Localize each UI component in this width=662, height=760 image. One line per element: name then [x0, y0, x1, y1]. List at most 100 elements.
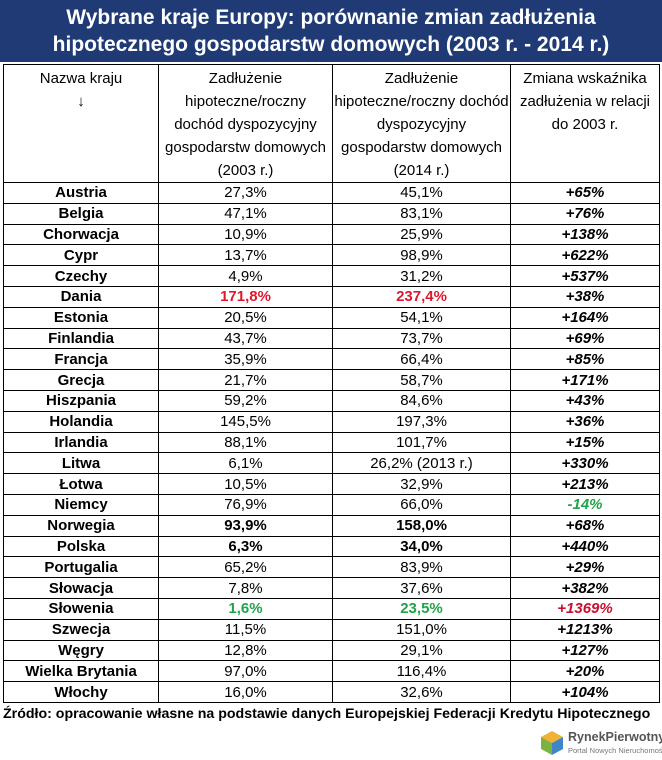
value-2014-cell: 83,1%	[332, 202, 511, 225]
change-cell: +85%	[510, 348, 660, 371]
table-row: Słowacja 7,8% 37,6% +382%	[3, 577, 660, 599]
table-header-row: Nazwa kraju ↓ Zadłużenie hipoteczne/rocz…	[3, 64, 660, 183]
value-2014-cell: 101,7%	[332, 431, 511, 454]
header-2014: Zadłużenie hipoteczne/roczny dochód dysp…	[332, 64, 511, 183]
country-cell: Irlandia	[3, 431, 159, 454]
change-cell: +213%	[510, 473, 660, 495]
value-2003-cell: 1,6%	[158, 597, 333, 620]
change-cell: +36%	[510, 410, 660, 433]
source-note: Źródło: opracowanie własne na podstawie …	[3, 706, 651, 722]
change-cell: +65%	[510, 182, 660, 204]
value-2003-cell: 27,3%	[158, 182, 333, 204]
table-row: Szwecja 11,5% 151,0% +1213%	[3, 618, 660, 641]
table-row: Cypr 13,7% 98,9% +622%	[3, 244, 660, 267]
value-2003-cell: 13,7%	[158, 244, 333, 267]
value-2014-cell: 32,9%	[332, 473, 511, 495]
value-2014-cell: 58,7%	[332, 369, 511, 391]
country-cell: Norwegia	[3, 514, 159, 537]
table-row: Chorwacja 10,9% 25,9% +138%	[3, 223, 660, 246]
country-cell: Cypr	[3, 244, 159, 267]
country-cell: Chorwacja	[3, 223, 159, 246]
table-row: Dania 171,8% 237,4% +38%	[3, 285, 660, 308]
value-2014-cell: 37,6%	[332, 577, 511, 599]
title-line-2: hipotecznego gospodarstw domowych (2003 …	[52, 33, 610, 56]
table-row: Włochy 16,0% 32,6% +104%	[3, 681, 660, 703]
change-cell: +127%	[510, 639, 660, 662]
change-cell: +1369%	[510, 597, 660, 620]
value-2014-cell: 237,4%	[332, 285, 511, 308]
change-cell: +29%	[510, 556, 660, 579]
table-row: Niemcy 76,9% 66,0% -14%	[3, 493, 660, 516]
value-2014-cell: 66,4%	[332, 348, 511, 371]
header-country-label: Nazwa kraju	[39, 70, 123, 87]
value-2003-cell: 47,1%	[158, 202, 333, 225]
change-cell: +330%	[510, 452, 660, 475]
value-2003-cell: 97,0%	[158, 660, 333, 683]
header-change: Zmiana wskaźnika zadłużenia w relacji do…	[510, 64, 660, 183]
value-2014-cell: 66,0%	[332, 493, 511, 516]
value-2014-cell: 26,2% (2013 r.)	[332, 452, 511, 475]
logo-tagline: Portal Nowych Nieruchomości	[568, 746, 662, 755]
value-2014-cell: 23,5%	[332, 597, 511, 620]
table-row: Portugalia 65,2% 83,9% +29%	[3, 556, 660, 579]
country-cell: Włochy	[3, 681, 159, 703]
value-2003-cell: 43,7%	[158, 327, 333, 350]
value-2003-cell: 6,3%	[158, 535, 333, 558]
value-2014-cell: 34,0%	[332, 535, 511, 558]
value-2003-cell: 76,9%	[158, 493, 333, 516]
country-cell: Dania	[3, 285, 159, 308]
title-line-1: Wybrane kraje Europy: porównanie zmian z…	[66, 6, 596, 29]
table-row: Polska 6,3% 34,0% +440%	[3, 535, 660, 558]
value-2003-cell: 21,7%	[158, 369, 333, 391]
country-cell: Estonia	[3, 306, 159, 329]
down-arrow-icon: ↓	[77, 93, 85, 110]
value-2014-cell: 151,0%	[332, 618, 511, 641]
table-row: Hiszpania 59,2% 84,6% +43%	[3, 389, 660, 412]
value-2014-cell: 73,7%	[332, 327, 511, 350]
value-2014-cell: 98,9%	[332, 244, 511, 267]
value-2014-cell: 32,6%	[332, 681, 511, 703]
table-row: Łotwa 10,5% 32,9% +213%	[3, 473, 660, 495]
change-cell: +76%	[510, 202, 660, 225]
cube-logo-icon	[541, 731, 563, 755]
table-row: Czechy 4,9% 31,2% +537%	[3, 265, 660, 287]
change-cell: +138%	[510, 223, 660, 246]
change-cell: -14%	[510, 493, 660, 516]
country-cell: Łotwa	[3, 473, 159, 495]
change-cell: +171%	[510, 369, 660, 391]
table-row: Belgia 47,1% 83,1% +76%	[3, 202, 660, 225]
table-row: Francja 35,9% 66,4% +85%	[3, 348, 660, 371]
country-cell: Polska	[3, 535, 159, 558]
value-2003-cell: 11,5%	[158, 618, 333, 641]
change-cell: +440%	[510, 535, 660, 558]
value-2014-cell: 197,3%	[332, 410, 511, 433]
table-row: Norwegia 93,9% 158,0% +68%	[3, 514, 660, 537]
change-cell: +38%	[510, 285, 660, 308]
value-2014-cell: 83,9%	[332, 556, 511, 579]
country-cell: Francja	[3, 348, 159, 371]
value-2003-cell: 20,5%	[158, 306, 333, 329]
country-cell: Słowacja	[3, 577, 159, 599]
value-2014-cell: 45,1%	[332, 182, 511, 204]
value-2003-cell: 171,8%	[158, 285, 333, 308]
value-2003-cell: 35,9%	[158, 348, 333, 371]
country-cell: Holandia	[3, 410, 159, 433]
table-row: Estonia 20,5% 54,1% +164%	[3, 306, 660, 329]
change-cell: +43%	[510, 389, 660, 412]
value-2014-cell: 84,6%	[332, 389, 511, 412]
table-row: Holandia 145,5% 197,3% +36%	[3, 410, 660, 433]
table-row: Litwa 6,1% 26,2% (2013 r.) +330%	[3, 452, 660, 475]
value-2003-cell: 4,9%	[158, 265, 333, 287]
rynekpierwotny-logo: RynekPierwotny Portal Nowych Nieruchomoś…	[540, 728, 662, 758]
value-2014-cell: 158,0%	[332, 514, 511, 537]
country-cell: Litwa	[3, 452, 159, 475]
value-2014-cell: 31,2%	[332, 265, 511, 287]
value-2003-cell: 16,0%	[158, 681, 333, 703]
value-2003-cell: 7,8%	[158, 577, 333, 599]
value-2003-cell: 10,9%	[158, 223, 333, 246]
header-2003: Zadłużenie hipoteczne/roczny dochód dysp…	[158, 64, 333, 183]
value-2003-cell: 10,5%	[158, 473, 333, 495]
change-cell: +622%	[510, 244, 660, 267]
country-cell: Belgia	[3, 202, 159, 225]
value-2014-cell: 29,1%	[332, 639, 511, 662]
